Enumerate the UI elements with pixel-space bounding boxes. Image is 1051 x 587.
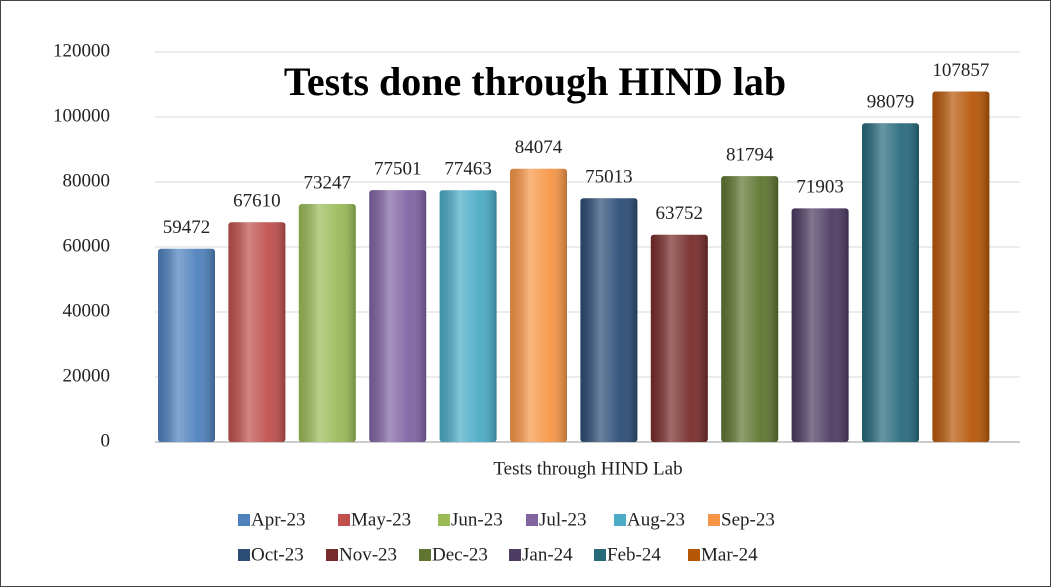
data-label: 81794: [726, 145, 774, 166]
legend-swatch: [594, 549, 606, 561]
legend-swatch: [238, 514, 250, 526]
legend-swatch: [614, 514, 626, 526]
y-tick-label: 0: [101, 430, 111, 451]
legend-label: Jul-23: [539, 509, 587, 530]
data-label: 67610: [233, 191, 281, 212]
bar-shine: [439, 190, 497, 442]
data-label: 59472: [163, 217, 211, 238]
legend-swatch: [526, 514, 538, 526]
legend-label: Aug-23: [627, 509, 685, 530]
y-tick-label: 100000: [53, 105, 110, 126]
bar-shine: [158, 248, 215, 442]
legend-label: Dec-23: [432, 544, 488, 565]
legend-label: Jun-23: [451, 509, 503, 530]
data-label: 77501: [374, 158, 422, 179]
legend-label: Feb-24: [607, 544, 661, 565]
legend-swatch: [688, 549, 700, 561]
bar-shine: [932, 91, 990, 442]
data-label: 84074: [515, 137, 563, 158]
y-tick-label: 40000: [63, 300, 111, 321]
legend-label: Mar-24: [701, 544, 758, 565]
legend-label: Sep-23: [721, 509, 775, 530]
y-tick-label: 80000: [63, 170, 111, 191]
legend-label: Oct-23: [251, 544, 304, 565]
legend-swatch: [238, 549, 250, 561]
y-tick-label: 60000: [63, 235, 111, 256]
data-label: 77463: [444, 159, 492, 180]
chart-title: Tests done through HIND lab: [284, 59, 786, 104]
bar-shine: [862, 123, 919, 442]
bar-shine: [369, 190, 427, 442]
data-label: 63752: [656, 203, 704, 224]
bar-shine: [510, 168, 567, 442]
legend-swatch: [509, 549, 521, 561]
bar-shine: [580, 198, 638, 442]
legend-label: May-23: [351, 509, 411, 530]
data-label: 107857: [932, 60, 989, 81]
bar-shine: [298, 203, 356, 442]
legend-swatch: [326, 549, 338, 561]
y-tick-label: 20000: [63, 365, 111, 386]
data-label: 71903: [796, 177, 844, 198]
bar-shine: [721, 176, 779, 442]
bar-shine: [791, 208, 849, 442]
legend-swatch: [419, 549, 431, 561]
legend-label: Jan-24: [522, 544, 573, 565]
bar-shine: [650, 234, 708, 442]
data-label: 98079: [867, 92, 915, 113]
legend-label: Apr-23: [251, 509, 306, 530]
x-axis-label: Tests through HIND Lab: [493, 458, 682, 479]
y-tick-label: 120000: [53, 40, 110, 61]
bar-shine: [228, 222, 286, 442]
legend-label: Nov-23: [339, 544, 397, 565]
data-label: 73247: [304, 172, 352, 193]
data-label: 75013: [585, 167, 633, 188]
legend-swatch: [338, 514, 350, 526]
legend-swatch: [708, 514, 720, 526]
legend-swatch: [438, 514, 450, 526]
